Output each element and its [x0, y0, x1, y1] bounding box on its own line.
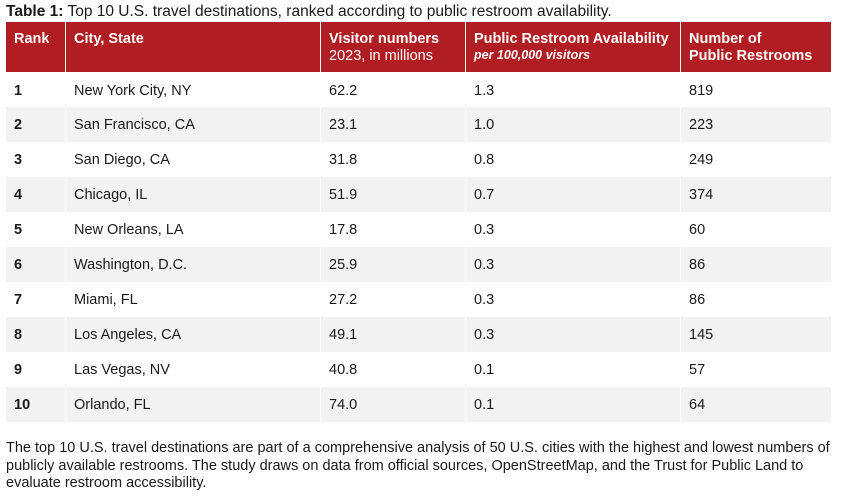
- column-subtitle: 2023, in millions: [329, 48, 433, 64]
- rank-cell: 2: [6, 107, 66, 142]
- restrooms-cell: 249: [681, 142, 831, 177]
- availability-cell: 0.3: [466, 247, 681, 282]
- visitors-cell: 25.9: [321, 247, 466, 282]
- rank-cell: 7: [6, 282, 66, 317]
- visitors-cell: 74.0: [321, 387, 466, 422]
- visitors-cell: 49.1: [321, 317, 466, 352]
- rank-cell: 8: [6, 317, 66, 352]
- header-row: Rank City, State Visitor numbers 2023, i…: [6, 22, 831, 72]
- table-body: 1 New York City, NY 62.2 1.3 819 2 San F…: [6, 72, 831, 422]
- table-header: Rank City, State Visitor numbers 2023, i…: [6, 22, 831, 72]
- table-row: 8 Los Angeles, CA 49.1 0.3 145: [6, 317, 831, 352]
- table-row: 6 Washington, D.C. 25.9 0.3 86: [6, 247, 831, 282]
- column-header-visitors: Visitor numbers 2023, in millions: [321, 22, 466, 72]
- restrooms-cell: 64: [681, 387, 831, 422]
- table-row: 1 New York City, NY 62.2 1.3 819: [6, 72, 831, 107]
- restrooms-cell: 374: [681, 177, 831, 212]
- table-row: 3 San Diego, CA 31.8 0.8 249: [6, 142, 831, 177]
- column-header-availability: Public Restroom Availability per 100,000…: [466, 22, 681, 72]
- rank-cell: 1: [6, 72, 66, 107]
- visitors-cell: 62.2: [321, 72, 466, 107]
- column-header-city: City, State: [66, 22, 321, 72]
- availability-cell: 1.0: [466, 107, 681, 142]
- table-row: 10 Orlando, FL 74.0 0.1 64: [6, 387, 831, 422]
- table-row: 4 Chicago, IL 51.9 0.7 374: [6, 177, 831, 212]
- column-title: City, State: [74, 31, 144, 47]
- visitors-cell: 23.1: [321, 107, 466, 142]
- availability-cell: 0.8: [466, 142, 681, 177]
- table-footnote: The top 10 U.S. travel destinations are …: [6, 440, 830, 491]
- city-cell: Orlando, FL: [66, 387, 321, 422]
- visitors-cell: 27.2: [321, 282, 466, 317]
- city-cell: San Diego, CA: [66, 142, 321, 177]
- restrooms-cell: 60: [681, 212, 831, 247]
- availability-cell: 1.3: [466, 72, 681, 107]
- city-cell: Miami, FL: [66, 282, 321, 317]
- city-cell: San Francisco, CA: [66, 107, 321, 142]
- restrooms-cell: 86: [681, 282, 831, 317]
- column-title: Number of: [689, 31, 762, 47]
- restrooms-cell: 145: [681, 317, 831, 352]
- column-title: Rank: [14, 31, 50, 47]
- restrooms-cell: 223: [681, 107, 831, 142]
- visitors-cell: 31.8: [321, 142, 466, 177]
- city-cell: New Orleans, LA: [66, 212, 321, 247]
- caption-text: Top 10 U.S. travel destinations, ranked …: [67, 3, 612, 20]
- availability-cell: 0.3: [466, 212, 681, 247]
- caption-label: Table 1:: [6, 3, 64, 20]
- column-header-rank: Rank: [6, 22, 66, 72]
- city-cell: Los Angeles, CA: [66, 317, 321, 352]
- column-title: Visitor numbers: [329, 31, 440, 47]
- table-caption: Table 1: Top 10 U.S. travel destinations…: [6, 3, 612, 21]
- rank-cell: 3: [6, 142, 66, 177]
- column-title-line2: Public Restrooms: [689, 48, 813, 64]
- visitors-cell: 17.8: [321, 212, 466, 247]
- city-cell: Washington, D.C.: [66, 247, 321, 282]
- rank-cell: 10: [6, 387, 66, 422]
- table-row: 7 Miami, FL 27.2 0.3 86: [6, 282, 831, 317]
- rank-cell: 6: [6, 247, 66, 282]
- table-row: 2 San Francisco, CA 23.1 1.0 223: [6, 107, 831, 142]
- availability-cell: 0.1: [466, 352, 681, 387]
- visitors-cell: 40.8: [321, 352, 466, 387]
- rank-cell: 9: [6, 352, 66, 387]
- city-cell: Chicago, IL: [66, 177, 321, 212]
- table-row: 5 New Orleans, LA 17.8 0.3 60: [6, 212, 831, 247]
- column-subtitle: per 100,000 visitors: [474, 48, 591, 62]
- availability-cell: 0.3: [466, 317, 681, 352]
- rank-cell: 5: [6, 212, 66, 247]
- column-title: Public Restroom Availability: [474, 31, 669, 47]
- availability-cell: 0.1: [466, 387, 681, 422]
- restrooms-cell: 819: [681, 72, 831, 107]
- table-row: 9 Las Vegas, NV 40.8 0.1 57: [6, 352, 831, 387]
- column-header-restrooms: Number of Public Restrooms: [681, 22, 831, 72]
- restrooms-cell: 86: [681, 247, 831, 282]
- rank-cell: 4: [6, 177, 66, 212]
- city-cell: Las Vegas, NV: [66, 352, 321, 387]
- availability-cell: 0.7: [466, 177, 681, 212]
- visitors-cell: 51.9: [321, 177, 466, 212]
- restroom-table: Rank City, State Visitor numbers 2023, i…: [6, 22, 831, 422]
- city-cell: New York City, NY: [66, 72, 321, 107]
- restrooms-cell: 57: [681, 352, 831, 387]
- availability-cell: 0.3: [466, 282, 681, 317]
